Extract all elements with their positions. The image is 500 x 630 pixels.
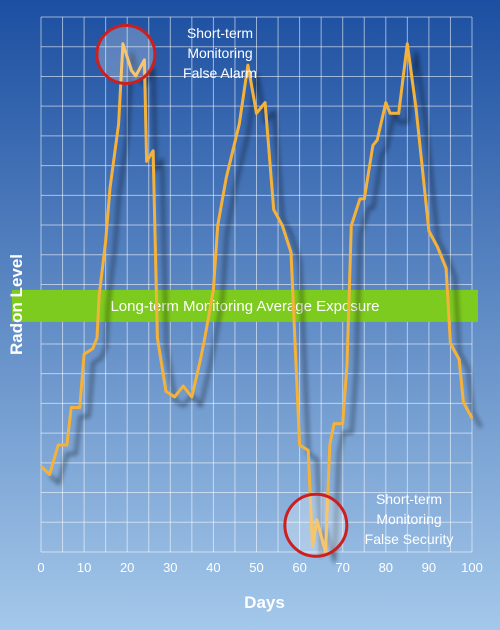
- x-tick-label: 0: [37, 560, 44, 575]
- false-alarm-annotation-line: Monitoring: [187, 45, 252, 61]
- band-label: Long-term Monitoring Average Exposure: [110, 298, 379, 315]
- x-tick-label: 80: [379, 560, 393, 575]
- plot-marks: Long-term Monitoring Average Exposure: [12, 23, 478, 558]
- chart-labels: Short-term Monitoring False Alarm Short-ter…: [7, 25, 483, 612]
- x-tick-label: 50: [249, 560, 263, 575]
- false-alarm-annotation-line: False Alarm: [183, 65, 257, 81]
- x-tick-label: 20: [120, 560, 134, 575]
- false-security-annotation-line: Monitoring: [376, 511, 441, 527]
- x-tick-label: 40: [206, 560, 220, 575]
- x-tick-label: 30: [163, 560, 177, 575]
- y-axis-title: Radon Level: [7, 254, 26, 355]
- x-tick-label: 60: [292, 560, 306, 575]
- x-tick-label: 10: [77, 560, 91, 575]
- false-alarm-annotation-line: Short-term: [187, 25, 253, 41]
- radon-level-line: [39, 42, 474, 554]
- x-tick-label: 90: [422, 560, 436, 575]
- long-term-average-band: [12, 289, 478, 322]
- grid: [40, 16, 473, 553]
- x-tick-label: 70: [335, 560, 349, 575]
- false-alarm-circle: [95, 23, 157, 85]
- x-axis-title: Days: [244, 593, 285, 612]
- false-security-circle: [283, 492, 349, 558]
- x-tick-label: 100: [461, 560, 483, 575]
- false-security-annotation-line: False Security: [365, 531, 454, 547]
- false-security-annotation-line: Short-term: [376, 491, 442, 507]
